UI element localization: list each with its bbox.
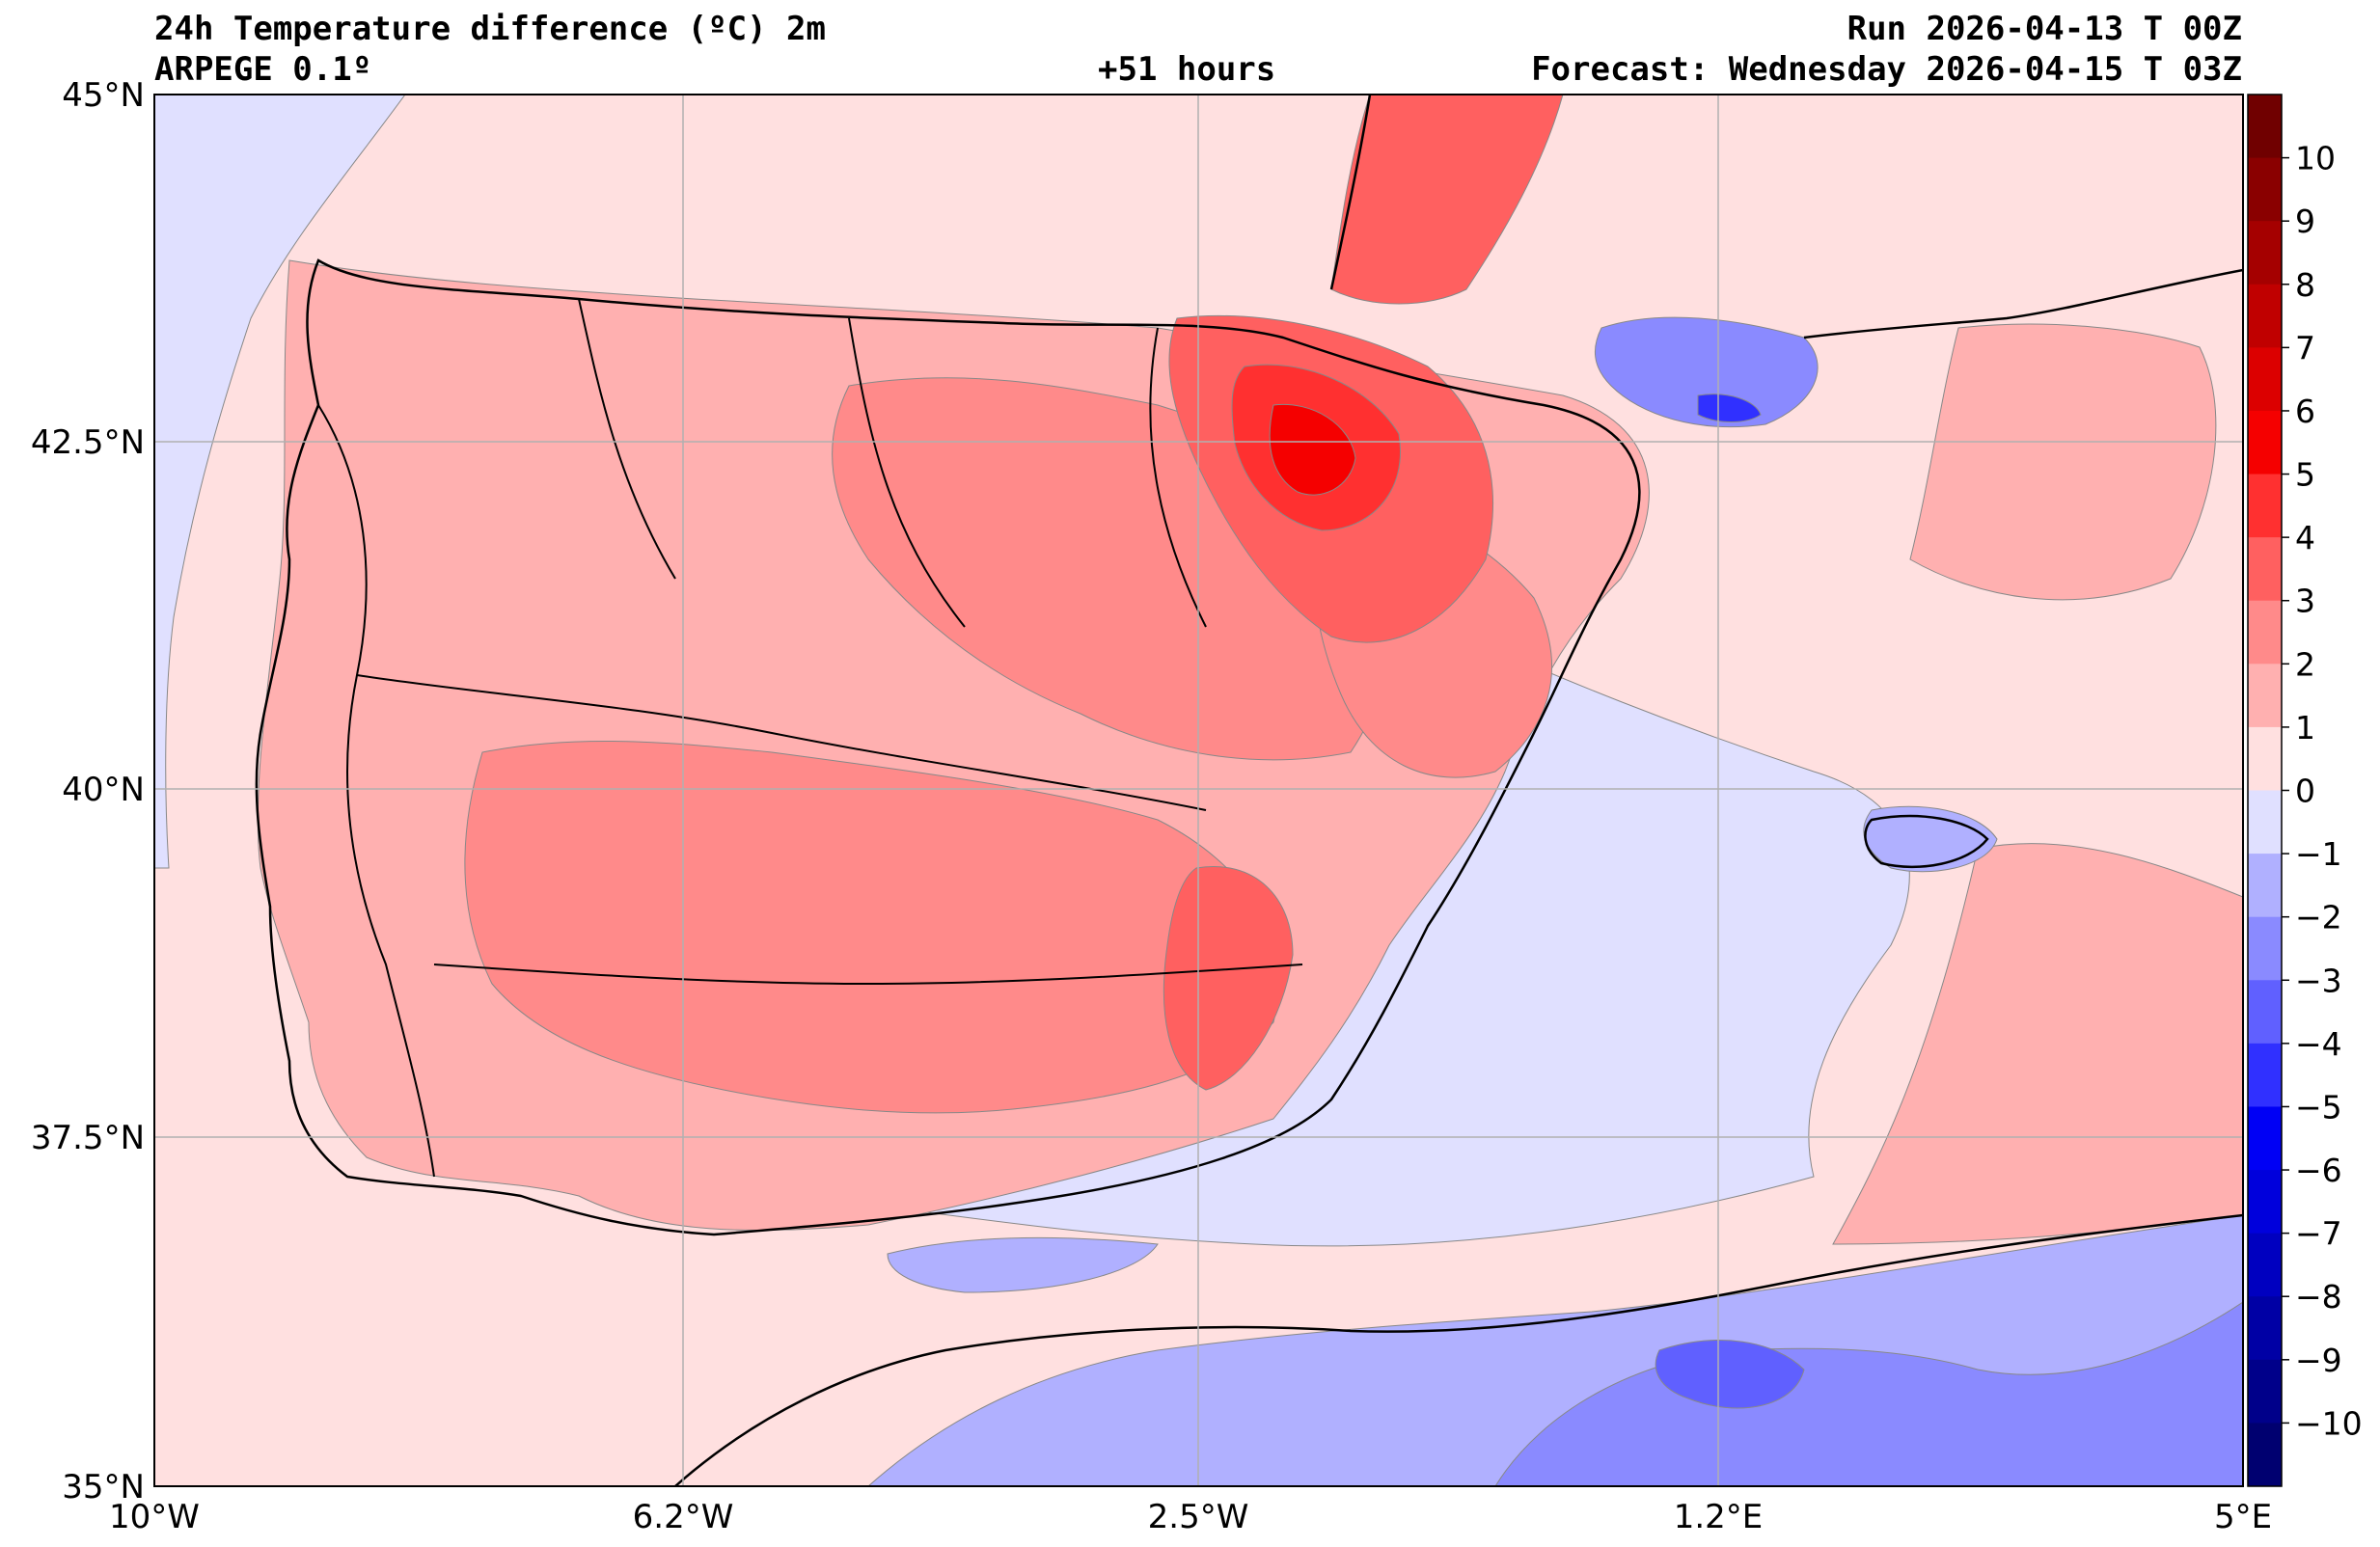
- france-coastline: [1329, 95, 1372, 290]
- latitude-tick-label: 35°N: [62, 1468, 145, 1506]
- colorbar-segment: [2248, 1359, 2282, 1424]
- colorbar-tick-label: −3: [2295, 962, 2342, 999]
- colorbar-segment: [2248, 284, 2282, 348]
- colorbar-tick-label: −7: [2295, 1215, 2342, 1253]
- forecast-label: Forecast: Wednesday 2026-04-15 T 03Z: [1531, 50, 2242, 89]
- latitude-tick-label: 37.5°N: [31, 1119, 145, 1157]
- colorbar-tick-label: 7: [2295, 329, 2315, 366]
- se-hot: [1163, 866, 1294, 1091]
- colorbar-tick-label: −4: [2295, 1025, 2342, 1063]
- colorbar-tick-label: −8: [2295, 1278, 2342, 1316]
- north-africa-cold: [1494, 1301, 2243, 1486]
- colorbar-segment: [2248, 790, 2282, 855]
- colorbar-tick-label: 2: [2295, 645, 2315, 683]
- colorbar-segment: [2248, 1296, 2282, 1361]
- colorbar-segment: [2248, 1233, 2282, 1297]
- pyrenees-cold-core: [1697, 394, 1762, 422]
- longitude-axis: 10°W 6.2°W 2.5°W 1.2°E 5°E: [109, 1498, 2272, 1536]
- colorbar-segment: [2248, 980, 2282, 1045]
- colorbar-segment: [2248, 726, 2282, 791]
- colorbar-segment: [2248, 157, 2282, 222]
- longitude-tick-label: 6.2°W: [633, 1498, 734, 1536]
- colorbar-segment: [2248, 1423, 2282, 1487]
- colorbar-segment: [2248, 854, 2282, 918]
- colorbar-tick-label: −2: [2295, 899, 2342, 936]
- portugal-border: [317, 404, 435, 1178]
- iberia-coastline: [255, 258, 1641, 1236]
- colorbar-segment: [2248, 410, 2282, 475]
- map-field: [154, 95, 2243, 1486]
- colorbar-segment: [2248, 221, 2282, 285]
- map-title: 24h Temperature difference (ºC) 2m: [154, 10, 826, 48]
- run-label: Run 2026-04-13 T 00Z: [1847, 10, 2242, 48]
- mallorca-coastline: [1864, 814, 1989, 869]
- gulf-of-lion-coastline: [1803, 268, 2243, 339]
- colorbar-tick-label: 5: [2295, 456, 2315, 494]
- longitude-tick-label: 5°E: [2214, 1498, 2272, 1536]
- colorbar-tick-label: 1: [2295, 709, 2315, 746]
- longitude-tick-label: 10°W: [109, 1498, 200, 1536]
- colorbar-tick-label: −5: [2295, 1088, 2342, 1126]
- france-warm: [1330, 95, 1564, 305]
- latitude-axis: 45°N 42.5°N 40°N 37.5°N 35°N: [31, 76, 145, 1506]
- colorbar-segment: [2248, 474, 2282, 538]
- colorbar-segment: [2248, 1043, 2282, 1107]
- gridlines: [154, 95, 2243, 1486]
- colorbar-tick-label: 0: [2295, 773, 2315, 810]
- region-boundary: [356, 298, 1303, 986]
- north-africa-cold-core: [1655, 1340, 1805, 1409]
- colorbar-segment: [2248, 916, 2282, 981]
- colorbar-tick-label: −10: [2295, 1404, 2363, 1442]
- latitude-tick-label: 42.5°N: [31, 423, 145, 462]
- colorbar-tick-label: 6: [2295, 393, 2315, 430]
- colorbar-segment: [2248, 347, 2282, 412]
- colorbar-segment: [2248, 537, 2282, 602]
- med-ne-warm: [1909, 323, 2217, 601]
- med-east-warm: [1832, 843, 2243, 1245]
- colorbar-segment: [2248, 95, 2282, 159]
- colorbar-tick-label: −1: [2295, 835, 2342, 873]
- latitude-tick-label: 40°N: [62, 771, 145, 809]
- lead-time-label: +51 hours: [1098, 50, 1276, 89]
- model-label: ARPEGE 0.1º: [154, 50, 372, 89]
- colorbar-tick-label: −9: [2295, 1342, 2342, 1379]
- africa-coastline: [674, 1213, 2243, 1486]
- colorbar-segment: [2248, 1106, 2282, 1171]
- colorbar-segment: [2248, 664, 2282, 728]
- longitude-tick-label: 1.2°E: [1674, 1498, 1764, 1536]
- colorbar-tick-label: 9: [2295, 203, 2315, 240]
- colorbar-segment: [2248, 1170, 2282, 1235]
- latitude-tick-label: 45°N: [62, 76, 145, 115]
- colorbar-tick-label: 4: [2295, 519, 2315, 556]
- colorbar-tick-label: 8: [2295, 266, 2315, 304]
- colorbar-tick-label: −6: [2295, 1152, 2342, 1189]
- atlantic-cool-area: [154, 95, 406, 869]
- ebro-hot-5: [1269, 403, 1356, 496]
- colorbar-tick-label: 3: [2295, 583, 2315, 620]
- alboran-cool: [887, 1236, 1159, 1293]
- pyrenees-cold: [1594, 316, 1819, 428]
- colorbar-segment: [2248, 600, 2282, 665]
- colorbar-tick-label: 10: [2295, 140, 2336, 177]
- longitude-tick-label: 2.5°W: [1148, 1498, 1249, 1536]
- plot-frame: [153, 94, 2244, 1487]
